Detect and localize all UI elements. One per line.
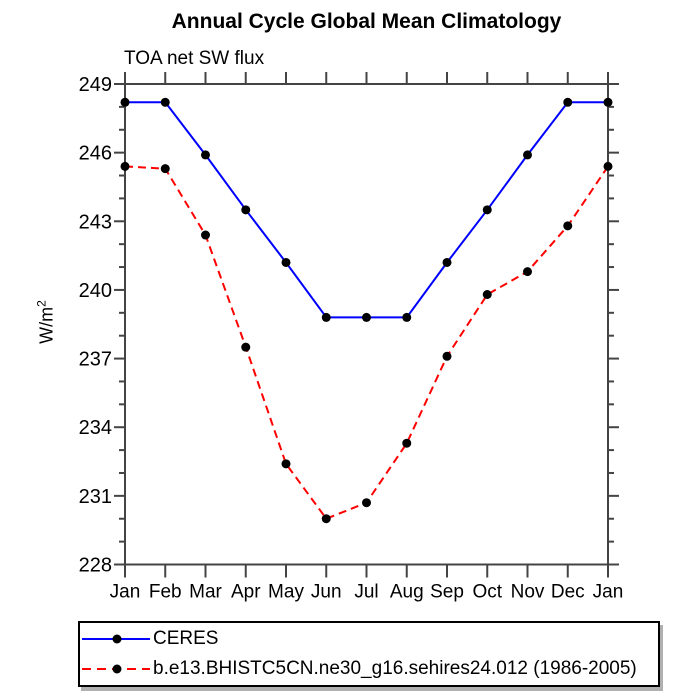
data-point-marker (563, 97, 573, 107)
data-point-marker (281, 257, 291, 267)
month-label: Dec (551, 582, 585, 603)
data-point-marker (120, 161, 130, 171)
data-point-marker (603, 97, 613, 107)
legend-marker-dot (112, 664, 122, 674)
y-tick-label: 243 (79, 211, 112, 233)
chart-title: Annual Cycle Global Mean Climatology (171, 10, 562, 33)
month-label: Jul (354, 582, 378, 603)
month-label: Mar (189, 582, 222, 603)
month-label: Aug (390, 582, 424, 603)
data-point-marker (201, 230, 210, 240)
legend-label: CERES (153, 628, 219, 650)
data-point-marker (281, 459, 291, 469)
legend-item-model: b.e13.BHISTC5CN.ne30_g16.sehires24.012 (… (80, 655, 658, 682)
plot-box (124, 83, 609, 566)
y-tick-label: 234 (79, 417, 112, 439)
month-label: Apr (231, 582, 261, 603)
data-point-marker (523, 150, 532, 160)
legend-item-ceres: CERES (80, 626, 658, 653)
month-label: Oct (472, 582, 502, 603)
data-point-marker (523, 267, 532, 277)
series-line-ceres (125, 101, 608, 319)
month-label: Nov (511, 582, 545, 603)
data-point-marker (160, 164, 170, 174)
data-point-marker (482, 290, 492, 300)
month-label: Jan (110, 582, 141, 603)
legend-dashed-line-sample (82, 664, 150, 674)
y-tick-label: 240 (79, 280, 112, 302)
data-point-marker (160, 97, 170, 107)
data-point-marker (362, 312, 371, 322)
series-line-model (124, 165, 609, 520)
data-point-marker (241, 342, 251, 352)
legend-box: CERES b.e13.BHISTC5CN.ne30_g16.sehires24.… (78, 621, 660, 687)
month-label: May (268, 582, 304, 603)
data-point-marker (482, 205, 492, 215)
data-point-marker (402, 438, 412, 448)
y-tick-label: 246 (79, 143, 112, 165)
legend-label: b.e13.BHISTC5CN.ne30_g16.sehires24.012 (… (153, 657, 637, 679)
month-label: Sep (430, 582, 464, 603)
y-tick-label: 237 (79, 349, 112, 371)
plot-area: 228 231 234 237 240 243 246 249 Jan Feb Mar Apr May J… (79, 72, 624, 603)
data-point-marker (201, 150, 210, 160)
chart-subtitle: TOA net SW flux (124, 48, 265, 69)
data-point-marker (442, 351, 452, 361)
data-point-marker (321, 514, 331, 524)
month-label: Feb (149, 582, 182, 603)
month-label: Jun (311, 582, 342, 603)
legend-solid-line-sample (82, 634, 150, 644)
data-point-marker (120, 97, 130, 107)
data-point-marker (442, 257, 452, 267)
y-tick-label: 231 (79, 486, 112, 508)
month-label: Jan (593, 582, 624, 603)
y-tick-label: 228 (79, 555, 112, 577)
y-tick-label: 249 (79, 74, 112, 96)
data-point-marker (362, 498, 371, 508)
data-point-marker (321, 312, 331, 322)
data-point-marker (603, 161, 613, 171)
data-point-marker (241, 205, 251, 215)
data-point-marker (402, 312, 412, 322)
legend-marker-dot (112, 634, 122, 644)
data-point-marker (563, 221, 573, 231)
